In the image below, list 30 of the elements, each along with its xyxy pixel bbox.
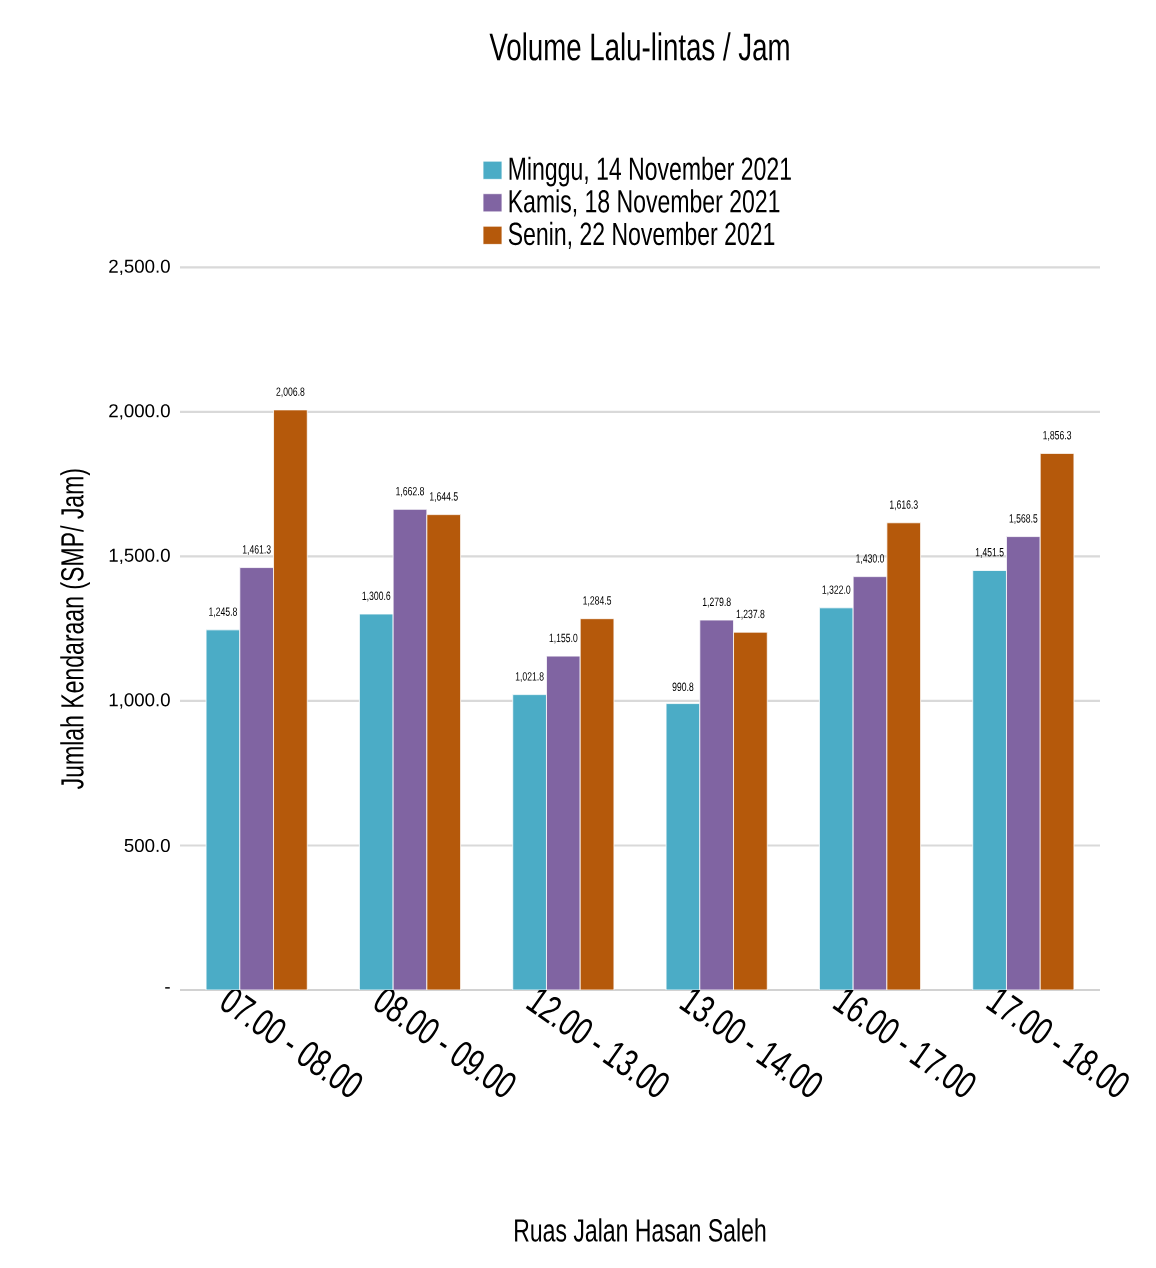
legend-label: Senin, 22 November 2021 <box>508 221 775 249</box>
x-tick-label: 13.00 - 14.00 <box>679 989 823 1097</box>
bar <box>972 570 1007 990</box>
bar <box>359 613 394 990</box>
y-tick-label: 1,000.0 <box>109 693 170 709</box>
legend-label: Minggu, 14 November 2021 <box>509 156 791 187</box>
x-axis-title: Ruas Jalan Hasan Saleh <box>515 1218 766 1242</box>
y-tick-label: 500.0 <box>124 838 170 853</box>
bar <box>273 409 308 990</box>
x-tick-label: 17.00 - 18.00 <box>985 989 1129 1097</box>
y-axis-title: Jumlah Kendaraan (SMP/ Jam) <box>60 469 90 789</box>
bar <box>733 631 768 990</box>
y-tick-label: 1,500.0 <box>109 548 170 565</box>
bar <box>665 703 701 990</box>
bar <box>1039 452 1075 990</box>
x-tick-label: 07.00 - 08.00 <box>221 988 363 1097</box>
bar <box>205 629 241 990</box>
y-tick-label: - <box>165 987 170 989</box>
legend-label: Kamis, 18 November 2021 <box>509 189 780 217</box>
y-tick-label: 2,500.0 <box>109 259 170 276</box>
x-tick-label: 16.00 - 17.00 <box>832 989 976 1097</box>
bar <box>426 514 462 990</box>
x-tick-label: 08.00 - 09.00 <box>374 988 516 1097</box>
bar <box>579 618 615 990</box>
y-tick-label: 2,000.0 <box>109 404 170 420</box>
bar <box>512 694 547 990</box>
x-tick-label: 12.00 - 13.00 <box>525 989 669 1097</box>
bar <box>819 607 854 990</box>
bar <box>886 522 922 990</box>
chart-title: Volume Lalu-lintas / Jam <box>489 32 789 61</box>
